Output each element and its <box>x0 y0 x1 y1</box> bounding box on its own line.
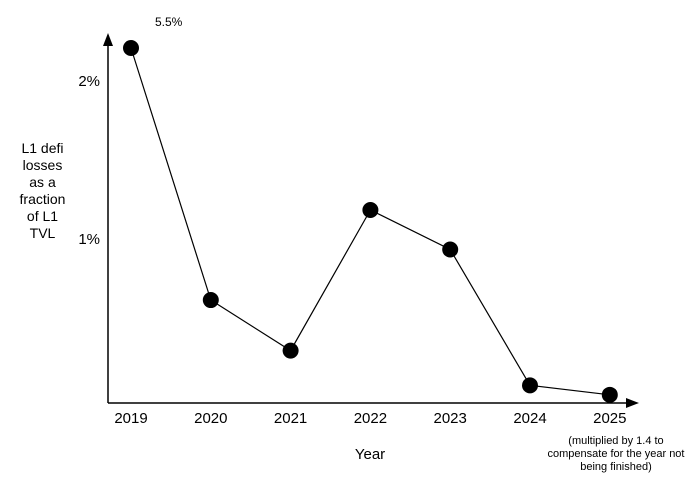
x-axis-label: Year <box>354 446 386 463</box>
data-line <box>130 47 610 396</box>
data-point-2025 <box>601 386 618 403</box>
y-axis-arrow-icon <box>103 33 113 46</box>
data-point-2023 <box>442 241 459 258</box>
data-point-2019 <box>123 40 139 56</box>
data-point-2021 <box>282 342 299 359</box>
x-axis-note: (multiplied by 1.4 to compensate for the… <box>547 435 685 473</box>
data-point-2020 <box>202 292 219 309</box>
data-point-2022 <box>362 201 379 218</box>
x-axis-arrow-icon <box>626 398 639 408</box>
data-point-2024 <box>522 377 538 394</box>
y-tick-label-2pct: 2% <box>78 73 100 90</box>
y-tick-label-1pct: 1% <box>78 231 100 248</box>
point-annotation-5-5-percent: 5.5% <box>155 15 183 29</box>
y-axis-label: L1 defi losses as a fraction of L1 TVL <box>19 140 66 241</box>
